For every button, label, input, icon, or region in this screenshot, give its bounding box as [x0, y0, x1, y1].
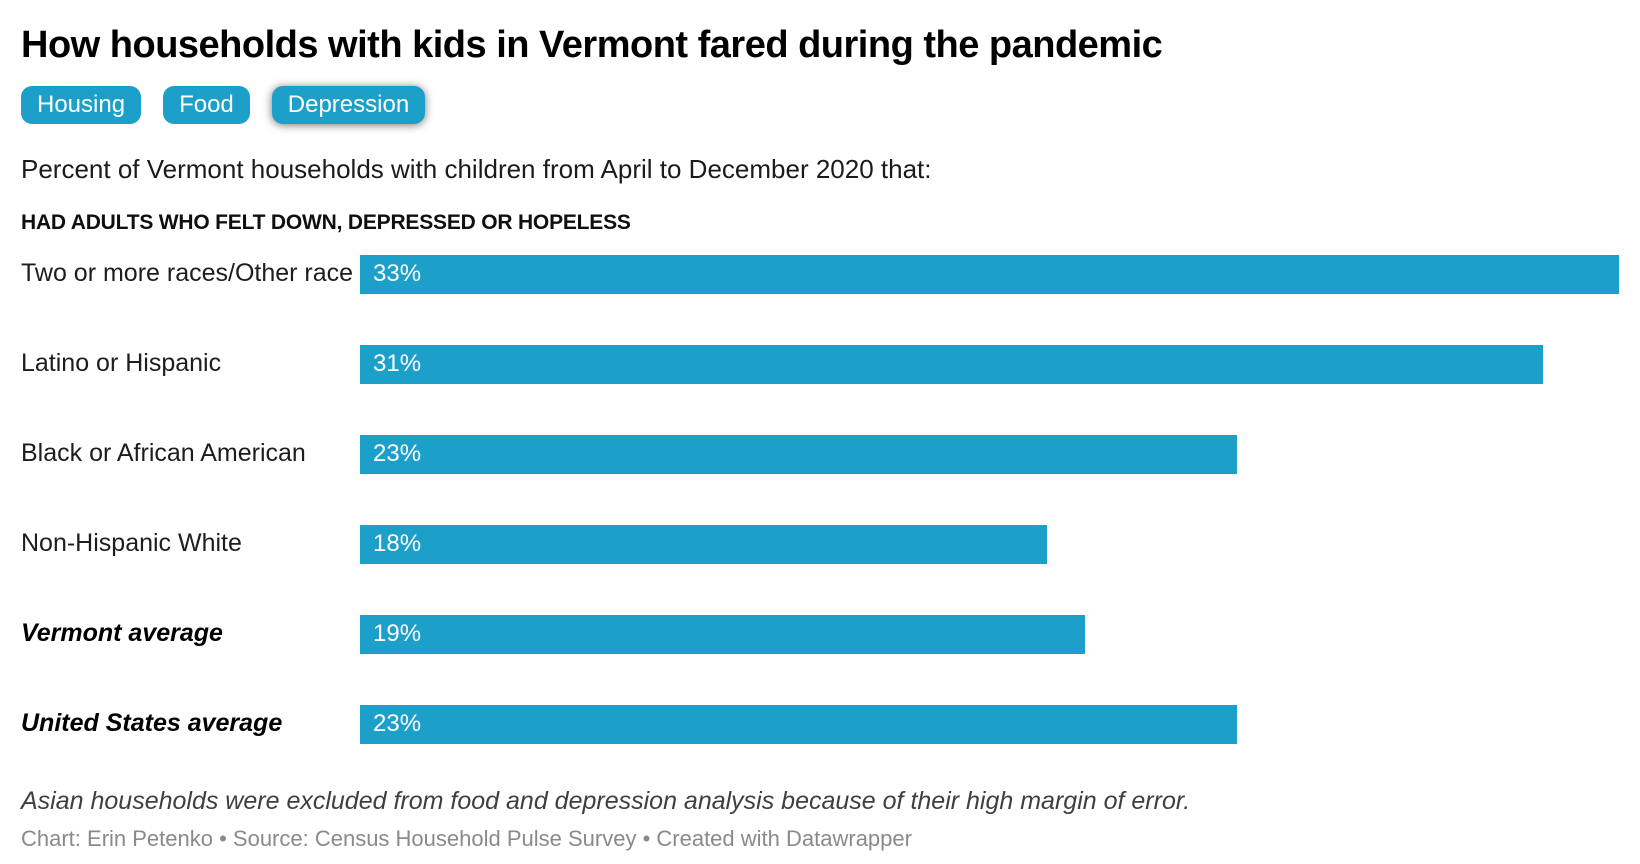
bar-track: 19%	[360, 614, 1619, 654]
tab-bar: Housing Food Depression	[21, 85, 1619, 124]
bar: 33%	[360, 254, 1619, 294]
bar-track: 23%	[360, 434, 1619, 474]
bar: 23%	[360, 704, 1238, 744]
tab-label: Depression	[287, 90, 410, 118]
row-label: United States average	[21, 709, 283, 738]
bar-value-label: 33%	[373, 260, 422, 288]
tab-label: Housing	[37, 90, 126, 118]
bar-track: 31%	[360, 344, 1619, 384]
credit-line: Chart: Erin Petenko • Source: Census Hou…	[21, 826, 912, 852]
tab-housing[interactable]: Housing	[21, 85, 142, 124]
bar: 23%	[360, 434, 1238, 474]
bar-value-label: 23%	[373, 440, 422, 468]
chart-row: United States average 23%	[21, 704, 1619, 744]
tab-food[interactable]: Food	[163, 85, 250, 124]
bar-value-label: 23%	[373, 710, 422, 738]
chart-row: Black or African American 23%	[21, 434, 1619, 474]
row-label: Vermont average	[21, 619, 223, 648]
bar-track: 18%	[360, 524, 1619, 564]
row-label: Latino or Hispanic	[21, 349, 222, 378]
tab-label: Food	[179, 90, 234, 118]
bar-track: 23%	[360, 704, 1619, 744]
bar-track: 33%	[360, 254, 1619, 294]
chart-row: Two or more races/Other race 33%	[21, 254, 1619, 294]
bar-value-label: 19%	[373, 620, 422, 648]
chart-subtitle: Percent of Vermont households with child…	[21, 153, 932, 184]
section-header: HAD ADULTS WHO FELT DOWN, DEPRESSED OR H…	[21, 210, 631, 234]
bar: 19%	[360, 614, 1085, 654]
row-label: Two or more races/Other race	[21, 259, 354, 288]
page-title: How households with kids in Vermont fare…	[21, 24, 1163, 66]
bar: 31%	[360, 344, 1543, 384]
bar-value-label: 31%	[373, 350, 422, 378]
row-label: Black or African American	[21, 439, 306, 468]
row-label: Non-Hispanic White	[21, 529, 242, 558]
tab-depression[interactable]: Depression	[271, 85, 426, 124]
bar-value-label: 18%	[373, 530, 422, 558]
footnote: Asian households were excluded from food…	[21, 786, 1191, 815]
chart-row: Non-Hispanic White 18%	[21, 524, 1619, 564]
bar: 18%	[360, 524, 1047, 564]
bar-chart: Two or more races/Other race 33% Latino …	[21, 254, 1619, 744]
chart-row: Vermont average 19%	[21, 614, 1619, 654]
chart-row: Latino or Hispanic 31%	[21, 344, 1619, 384]
